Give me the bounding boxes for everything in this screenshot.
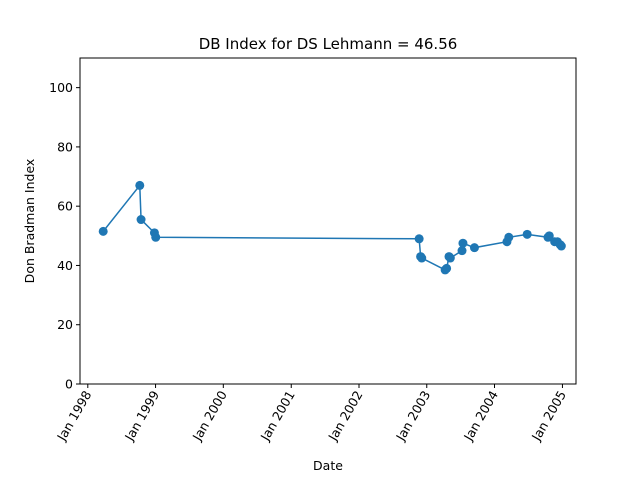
data-point: [445, 253, 455, 263]
data-point: [151, 232, 161, 242]
data-point: [414, 234, 424, 244]
y-tick-label: 100: [49, 80, 73, 95]
y-tick-label: 20: [57, 317, 73, 332]
data-point: [136, 215, 146, 225]
data-point: [442, 263, 452, 273]
data-point: [135, 180, 145, 190]
y-tick-label: 40: [57, 258, 73, 273]
data-point: [504, 232, 514, 242]
series-group: [98, 180, 566, 275]
x-axis-title: Date: [313, 458, 343, 473]
data-point: [458, 238, 468, 248]
data-point: [469, 243, 479, 253]
y-axis-title: Don Bradman Index: [22, 159, 37, 284]
data-point: [544, 231, 554, 241]
y-tick-label: 0: [65, 377, 73, 392]
data-point: [457, 246, 467, 256]
data-point: [522, 229, 532, 239]
data-point: [417, 253, 427, 263]
data-point: [98, 226, 108, 236]
data-point: [556, 241, 566, 251]
chart-title: DB Index for DS Lehmann = 46.56: [199, 35, 458, 53]
plot-frame: [79, 57, 577, 385]
y-tick-label: 80: [57, 139, 73, 154]
y-tick-label: 60: [57, 199, 73, 214]
